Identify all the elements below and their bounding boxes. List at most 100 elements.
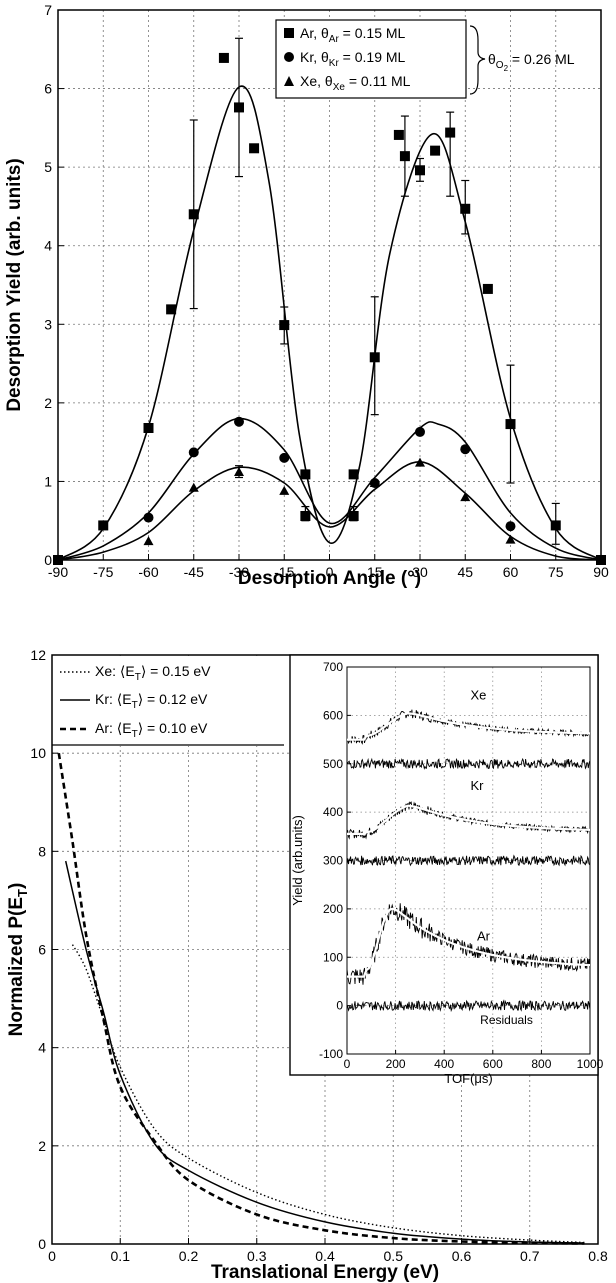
ar-data-point: [348, 511, 359, 521]
inset-y-tick-label: 600: [323, 708, 343, 722]
ar-data-point: [430, 145, 441, 156]
x-tick-label: 0.8: [588, 1248, 608, 1264]
y-tick-label: 10: [30, 745, 46, 761]
x-axis-title: Translational Energy (eV): [211, 1262, 439, 1283]
inset-x-tick-label: 200: [386, 1057, 406, 1071]
y-axis-title: Desorption Yield (arb. units): [4, 158, 25, 411]
inset-y-tick-label: 400: [323, 805, 343, 819]
x-tick-label: -45: [184, 564, 204, 580]
inset-x-tick-label: 400: [434, 1057, 454, 1071]
inset-x-tick-label: 0: [344, 1057, 351, 1071]
inset-chart: 0 200 400 600 800 1000-1000100200300400500600…: [289, 654, 604, 1086]
y-tick-label: 2: [38, 1138, 46, 1154]
x-tick-label: 0.5: [384, 1248, 404, 1264]
y-tick-label: 2: [44, 395, 52, 411]
x-tick-label: -15: [274, 564, 294, 580]
legend-entry-ar: Ar, θAr = 0.15 ML: [300, 25, 406, 45]
ar-data-point: [399, 151, 410, 162]
legend-bracket-label: θO2 = 0.26 ML: [488, 51, 575, 73]
xe-distribution-curve: [71, 944, 585, 1244]
x-tick-label: 0.3: [247, 1248, 267, 1264]
x-tick-label: 15: [367, 564, 383, 580]
y-tick-label: 12: [30, 647, 46, 663]
kr-data-point: [143, 512, 154, 523]
fit-curve: [57, 417, 602, 561]
xe-data-point: [460, 492, 471, 502]
y-tick-label: 0: [38, 1236, 46, 1252]
inset-y-tick-label: 0: [336, 999, 343, 1013]
x-tick-label: 60: [503, 564, 519, 580]
inset-fit-curve: [347, 907, 591, 978]
kr-data-point: [505, 521, 516, 532]
inset-residual-trace: [346, 757, 591, 770]
y-tick-label: 1: [44, 473, 52, 489]
ar-data-point: [445, 127, 456, 138]
y-tick-label: 7: [44, 2, 52, 18]
inset-label-kr: Kr: [470, 778, 484, 793]
x-tick-label: 0.4: [315, 1248, 335, 1264]
x-tick-label: 45: [457, 564, 473, 580]
y-tick-label: 4: [38, 1040, 46, 1056]
x-tick-label: 0.7: [520, 1248, 540, 1264]
inset-fit-curve: [347, 804, 591, 836]
x-tick-label: -30: [229, 564, 249, 580]
y-tick-label: 8: [38, 843, 46, 859]
x-tick-label: 0.1: [111, 1248, 131, 1264]
ar-data-point: [415, 165, 425, 176]
ar-data-point: [249, 143, 260, 154]
inset-y-tick-label: 200: [323, 902, 343, 916]
y-tick-label: 6: [38, 942, 46, 958]
legend-circle-marker: [284, 52, 294, 62]
ar-data-point: [369, 352, 380, 363]
legend-entry-kr: Kr: ⟨ET⟩ = 0.12 eV: [95, 691, 208, 711]
y-tick-label: 3: [44, 316, 52, 332]
ar-data-point: [188, 209, 199, 220]
x-tick-label: 0: [326, 564, 334, 580]
inset-plot-frame: [346, 666, 591, 1055]
legend-square-marker: [284, 28, 294, 38]
y-tick-label: 6: [44, 81, 52, 97]
xe-data-point: [415, 457, 425, 467]
top-legend: Ar, θAr = 0.15 ML Kr, θKr = 0.19 ML Xe, θX…: [275, 19, 575, 99]
y-tick-label: 0: [44, 552, 52, 568]
x-tick-label: -90: [48, 564, 68, 580]
ar-data-point: [300, 469, 311, 480]
ar-data-point: [300, 511, 311, 521]
legend-entry-ar: Ar: ⟨ET⟩ = 0.10 eV: [95, 720, 208, 740]
y-tick-label: 5: [44, 159, 52, 175]
legend-box: [275, 19, 467, 99]
inset-x-tick-label: 600: [483, 1057, 503, 1071]
plot-frame: [57, 9, 602, 561]
x-tick-label: 0.2: [179, 1248, 199, 1264]
kr-data-point: [460, 444, 471, 455]
inset-x-tick-label: 800: [531, 1057, 551, 1071]
kr-data-point: [279, 452, 290, 463]
inset-y-axis-title: Yield (arb.units): [290, 815, 305, 906]
legend-entry-kr: Kr, θKr = 0.19 ML: [300, 49, 406, 69]
ar-data-point: [348, 469, 359, 480]
ar-data-point: [143, 423, 154, 433]
inset-y-tick-label: 500: [323, 757, 343, 771]
bottom-legend: Xe: ⟨ET⟩ = 0.15 eV Kr: ⟨ET⟩ = 0.12 eV Ar: …: [52, 656, 284, 746]
inset-residual-trace: [346, 999, 591, 1013]
legend-entry-xe: Xe: ⟨ET⟩ = 0.15 eV: [95, 663, 211, 683]
inset-y-tick-label: 700: [323, 660, 343, 674]
x-tick-label: 75: [548, 564, 564, 580]
x-tick-label: 90: [593, 564, 609, 580]
kr-data-point: [415, 426, 425, 437]
inset-residual-trace: [346, 854, 591, 867]
inset-fit-curve: [347, 712, 591, 741]
bottom-chart: 0 0.1 0.2 0.3 0.4 0.5 0.6 0.7 0.8 0 2 4 6 8 10 12 Xe: ⟨E…: [6, 647, 608, 1283]
ar-data-point: [234, 102, 244, 113]
top-chart: -90 -75 -60 -45 -30 -15 0 15 30 45 60 75 9001234567A…: [4, 2, 609, 589]
kr-data-point: [234, 416, 244, 427]
ar-data-point: [393, 129, 404, 140]
inset-label-ar: Ar: [477, 928, 491, 943]
x-axis-title: Desorption Angle (°): [238, 568, 421, 589]
x-tick-label: 0.6: [452, 1248, 472, 1264]
inset-x-tick-label: 1000: [577, 1057, 604, 1071]
x-tick-label: -60: [138, 564, 158, 580]
inset-y-tick-label: 100: [323, 950, 343, 964]
xe-data-point: [234, 467, 244, 476]
